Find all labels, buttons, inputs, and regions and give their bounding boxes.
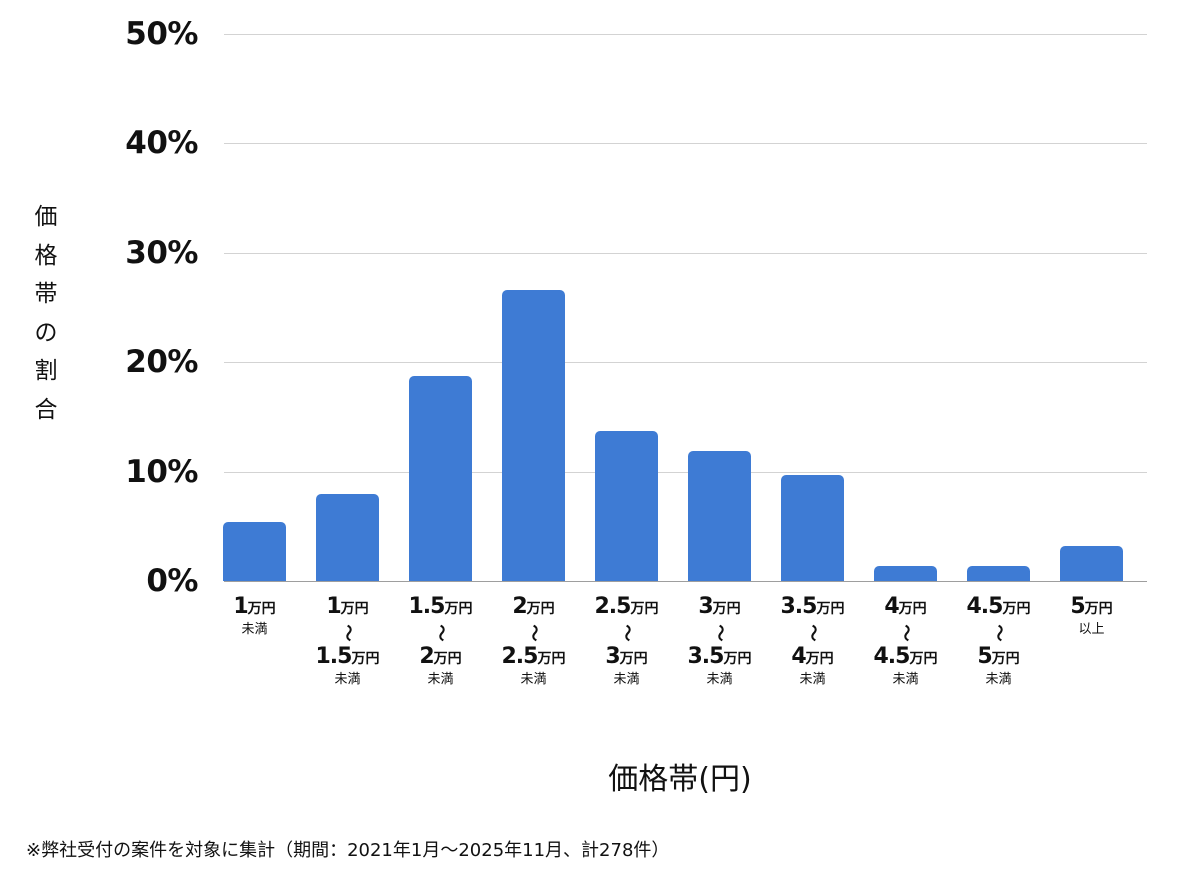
y-axis-title-char: の <box>34 319 58 346</box>
range-tilde: 〜 <box>988 624 1009 642</box>
y-axis-title: 価格帯の割合 <box>28 198 64 429</box>
y-tick-30: 30% <box>125 235 198 271</box>
gridline-10 <box>224 472 1147 473</box>
bar <box>1060 546 1123 581</box>
y-tick-20: 20% <box>125 344 198 380</box>
range-tilde: 〜 <box>337 624 358 642</box>
x-tick-label: 3万円〜 3.5万円 未満 <box>673 594 766 688</box>
bar <box>967 566 1030 581</box>
x-tick-label: 1万円〜 1.5万円 未満 <box>301 594 394 688</box>
range-tilde: 〜 <box>616 624 637 642</box>
gridline-40 <box>224 143 1147 144</box>
y-axis-title-char: 価 <box>34 204 58 230</box>
y-tick-50: 50% <box>125 16 198 52</box>
x-tick-label: 1万円 未満 <box>233 594 276 637</box>
bar <box>223 522 286 581</box>
y-axis-title-char: 帯 <box>34 281 58 307</box>
x-tick-label: 5万円 以上 <box>1070 594 1113 637</box>
range-tilde: 〜 <box>895 624 916 642</box>
bar <box>502 290 565 581</box>
bar <box>874 566 937 581</box>
x-axis-baseline <box>224 581 1147 582</box>
gridline-50 <box>224 34 1147 35</box>
x-tick-label: 3.5万円〜 4万円 未満 <box>766 594 859 688</box>
range-tilde: 〜 <box>802 624 823 642</box>
bar <box>688 451 751 581</box>
y-axis-title-char: 格 <box>34 242 58 269</box>
y-axis-title-char: 割 <box>34 358 58 384</box>
x-tick-label: 2万円〜 2.5万円 未満 <box>487 594 580 688</box>
gridline-20 <box>224 362 1147 363</box>
x-tick-label: 4.5万円〜 5万円 未満 <box>952 594 1045 688</box>
gridline-30 <box>224 253 1147 254</box>
y-tick-10: 10% <box>125 454 198 490</box>
y-axis-title-char: 合 <box>34 396 58 423</box>
x-tick-label: 1.5万円〜 2万円 未満 <box>394 594 487 688</box>
x-tick-label: 2.5万円〜 3万円 未満 <box>580 594 673 688</box>
range-tilde: 〜 <box>709 624 730 642</box>
x-axis-title: 価格帯(円) <box>608 762 752 797</box>
range-tilde: 〜 <box>430 624 451 642</box>
bar <box>595 431 658 581</box>
y-tick-0: 0% <box>146 563 198 599</box>
x-tick-label: 4万円〜 4.5万円 未満 <box>859 594 952 688</box>
bar <box>409 376 472 581</box>
range-tilde: 〜 <box>523 624 544 642</box>
bar <box>781 475 844 581</box>
y-tick-40: 40% <box>125 125 198 161</box>
footnote: ※弊社受付の案件を対象に集計（期間：2021年1月〜2025年11月、計278件… <box>26 840 670 861</box>
bar <box>316 494 379 581</box>
